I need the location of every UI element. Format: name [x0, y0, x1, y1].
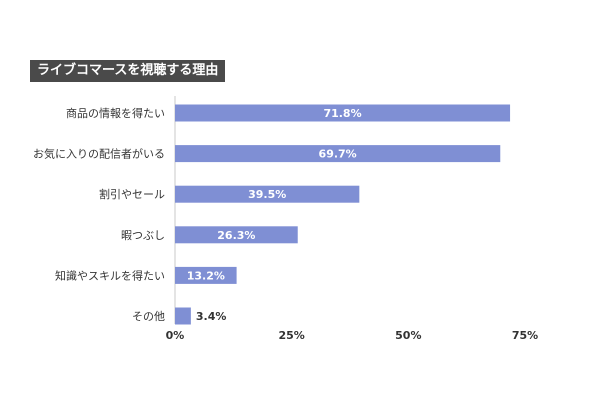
- x-tick-label: 75%: [512, 329, 538, 342]
- data-label: 3.4%: [196, 310, 227, 323]
- x-tick-label: 25%: [278, 329, 304, 342]
- bar: [175, 185, 360, 203]
- bar: [175, 266, 237, 284]
- bar: [175, 104, 511, 122]
- x-tick-label: 50%: [395, 329, 421, 342]
- data-label: 26.3%: [217, 229, 255, 242]
- category-label: お気に入りの配信者がいる: [33, 147, 165, 161]
- x-tick-label: 0%: [166, 329, 185, 342]
- bar: [175, 226, 298, 244]
- bar: [175, 307, 191, 325]
- category-label: 割引やセール: [99, 187, 165, 201]
- data-label: 71.8%: [323, 107, 361, 120]
- data-label: 69.7%: [319, 148, 357, 161]
- data-label: 13.2%: [187, 269, 225, 282]
- bar: [175, 145, 501, 163]
- category-label: 商品の情報を得たい: [66, 106, 165, 120]
- data-label: 39.5%: [248, 188, 286, 201]
- category-label: 暇つぶし: [121, 229, 165, 242]
- category-label: 知識やスキルを得たい: [55, 268, 165, 282]
- category-label: その他: [132, 310, 165, 323]
- chart-title: ライブコマースを視聴する理由: [30, 60, 226, 82]
